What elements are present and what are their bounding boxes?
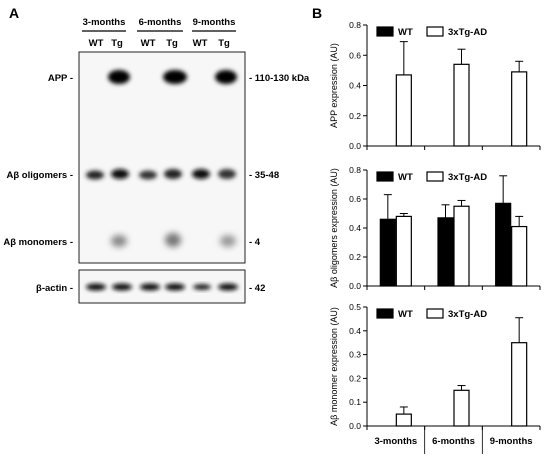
band-app [163,70,187,84]
y-tick-label: 0.8 [349,165,361,175]
bar-3xtg-ad [395,74,412,147]
y-axis-label: APP expression (AU) [329,43,339,128]
band-app [215,70,237,84]
legend-swatch [376,308,394,319]
blot-actin-membrane [78,269,246,304]
panel-b-letter: B [312,5,322,21]
legend-label: WT [398,27,413,38]
y-tick-label: 0.0 [349,141,361,151]
legend-label: 3xTg-AD [448,27,487,38]
band-oligomer [86,170,104,180]
bar-3xtg-ad [511,71,528,147]
x-category-label: 6-months [432,436,475,447]
legend-swatch [426,26,444,37]
band-oligomer [139,170,157,180]
blot-header-9-months: 9-months [193,17,236,28]
x-category-label: 3-months [374,436,417,447]
x-category-label: 9-months [490,436,533,447]
size-marker-actin: - 42 [249,283,265,294]
blot-main-membrane [78,51,246,264]
bar-wt [495,202,512,287]
blot-header-6-months: 6-months [139,17,182,28]
bar-3xtg-ad [453,63,470,147]
chart-3: 0.0 0.1 0.2 0.3 0.4 0.5 Aβ monomer expression … [329,302,541,454]
lane-label-tg: Tg [166,38,178,49]
chart-2: 0.0 0.2 0.4 0.6 0.8 Aβ oligomers expression (… [329,165,541,291]
band-oligomer [192,169,210,179]
lane-label-tg: Tg [218,38,230,49]
y-tick-label: 0.2 [349,373,361,383]
band-monomer [165,233,181,247]
panel-a-letter: A [9,5,19,21]
legend-swatch [426,308,444,319]
lane-label-wt: WT [89,38,104,49]
band-monomer [220,235,236,247]
bar-3xtg-ad [453,205,470,287]
bar-3xtg-ad [453,389,470,427]
y-tick-label: 0.4 [349,223,361,233]
y-tick-label: 0.4 [349,326,361,336]
lane-label-tg: Tg [111,38,123,49]
bar-3xtg-ad [395,413,412,427]
bar-wt [379,218,396,287]
blot-timepoint-headers: 3-months 6-months 9-months [82,17,236,32]
blot-row-labels: APP - Aβ oligomers - Aβ monomers - β-act… [3,73,73,294]
blot-size-markers: - 110-130 kDa - 35-48 - 4 - 42 [249,73,310,294]
chart-1: 0.0 0.2 0.4 0.6 0.8 APP expression (AU) WT 3xTg… [329,20,541,151]
size-marker-monomers: - 4 [249,237,261,248]
band-actin [218,283,238,291]
blot-lane-labels: WT Tg WT Tg WT Tg [89,38,230,49]
bar-3xtg-ad [511,225,528,287]
row-label-oligomers: Aβ oligomers - [7,170,74,181]
bar-wt [437,217,454,287]
row-label-actin: β-actin - [36,283,73,294]
y-tick-label: 0.6 [349,194,361,204]
y-tick-label: 0.6 [349,50,361,60]
y-tick-label: 0.3 [349,350,361,360]
bar-3xtg-ad [395,215,412,287]
blot-header-3-months: 3-months [83,17,126,28]
lane-label-wt: WT [141,38,156,49]
y-axis-label: Aβ oligomers expression (AU) [329,168,339,288]
bar-3xtg-ad [511,342,528,427]
y-tick-label: 0.0 [349,281,361,291]
band-actin [86,283,106,291]
y-tick-label: 0.0 [349,421,361,431]
band-oligomer [218,169,236,179]
y-tick-label: 0.8 [349,20,361,30]
band-actin [112,283,132,291]
band-actin [165,283,185,291]
y-tick-label: 0.5 [349,302,361,312]
y-axis-label: Aβ monomer expression (AU) [329,307,339,426]
legend-label: WT [398,309,413,320]
band-actin [193,284,211,290]
bar-charts: 0.0 0.2 0.4 0.6 0.8 APP expression (AU) WT 3xTg… [329,20,541,454]
legend-label: WT [398,172,413,183]
legend-swatch [426,171,444,182]
band-app [108,70,130,84]
legend-swatch [376,171,394,182]
band-monomer [111,235,127,247]
lane-label-wt: WT [193,38,208,49]
legend-swatch [376,26,394,37]
y-tick-label: 0.4 [349,81,361,91]
band-oligomer [111,169,129,179]
row-label-app: APP - [48,73,73,84]
size-marker-oligomers: - 35-48 [249,170,279,181]
legend-label: 3xTg-AD [448,172,487,183]
band-oligomer [164,169,182,179]
y-tick-label: 0.2 [349,111,361,121]
band-actin [140,283,160,291]
y-tick-label: 0.1 [349,397,361,407]
y-tick-label: 0.2 [349,252,361,262]
size-marker-app: - 110-130 kDa [249,73,310,84]
row-label-monomers: Aβ monomers - [3,237,73,248]
legend-label: 3xTg-AD [448,309,487,320]
